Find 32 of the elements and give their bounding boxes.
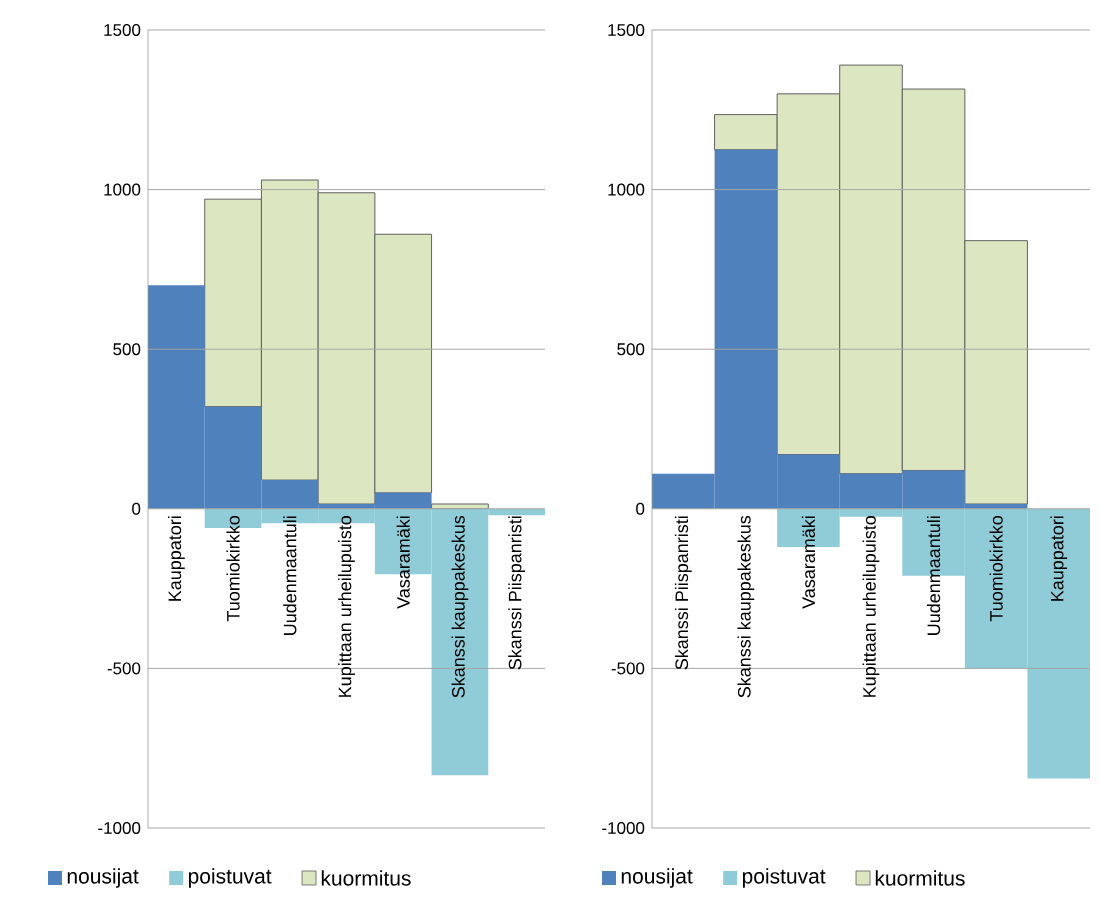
- y-tick-label: -1000: [602, 821, 645, 834]
- x-tick-label: Vasaramäki: [396, 516, 410, 609]
- y-tick-label: -500: [611, 662, 645, 675]
- legend-label: kuormitus: [875, 870, 965, 886]
- legend-label: poistuvat: [188, 868, 272, 888]
- legend-label: poistuvat: [742, 868, 826, 888]
- y-tick-label: 1000: [608, 183, 645, 196]
- y-tick-label: 500: [113, 343, 141, 356]
- x-tick-label: Vasaramäki: [801, 516, 816, 609]
- x-tick-label: Tuomiokirkko: [226, 515, 240, 622]
- x-tick-label: Skanssi Piispanristi: [674, 516, 692, 670]
- x-tick-label: Kupittaan urheilupuisto: [862, 515, 880, 697]
- x-tick-label: Skanssi Piispanristi: [508, 516, 526, 670]
- x-tick-label: Uudenmaantuli: [283, 516, 297, 635]
- x-tick-label: Skanssi kauppakeskus: [451, 515, 469, 698]
- x-tick-label: Skanssi kauppakeskus: [737, 515, 755, 698]
- y-tick-label: 0: [636, 502, 645, 515]
- legend-label: nousijat: [621, 868, 693, 888]
- y-tick-label: 1000: [104, 183, 141, 196]
- y-tick-label: -1000: [98, 821, 141, 834]
- y-tick-label: 500: [617, 343, 645, 356]
- legend-label: kuormitus: [321, 870, 411, 886]
- x-tick-label: Kupittaan urheilupuisto: [338, 515, 355, 697]
- legend-label: nousijat: [67, 868, 139, 888]
- y-tick-label: 1500: [104, 23, 141, 36]
- y-tick-label: -500: [107, 662, 141, 675]
- x-tick-label: Kauppatori: [167, 516, 185, 601]
- x-tick-label: Uudenmaantuli: [926, 516, 941, 635]
- y-tick-label: 0: [132, 502, 141, 515]
- x-tick-label: Tuomiokirkko: [989, 515, 1003, 622]
- y-tick-label: 1500: [608, 23, 645, 36]
- x-tick-label: Kauppatori: [1050, 516, 1068, 601]
